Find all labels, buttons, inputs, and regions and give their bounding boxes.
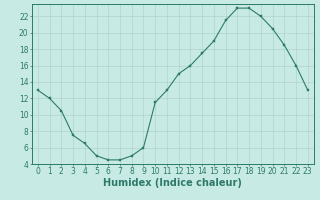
X-axis label: Humidex (Indice chaleur): Humidex (Indice chaleur) — [103, 178, 242, 188]
